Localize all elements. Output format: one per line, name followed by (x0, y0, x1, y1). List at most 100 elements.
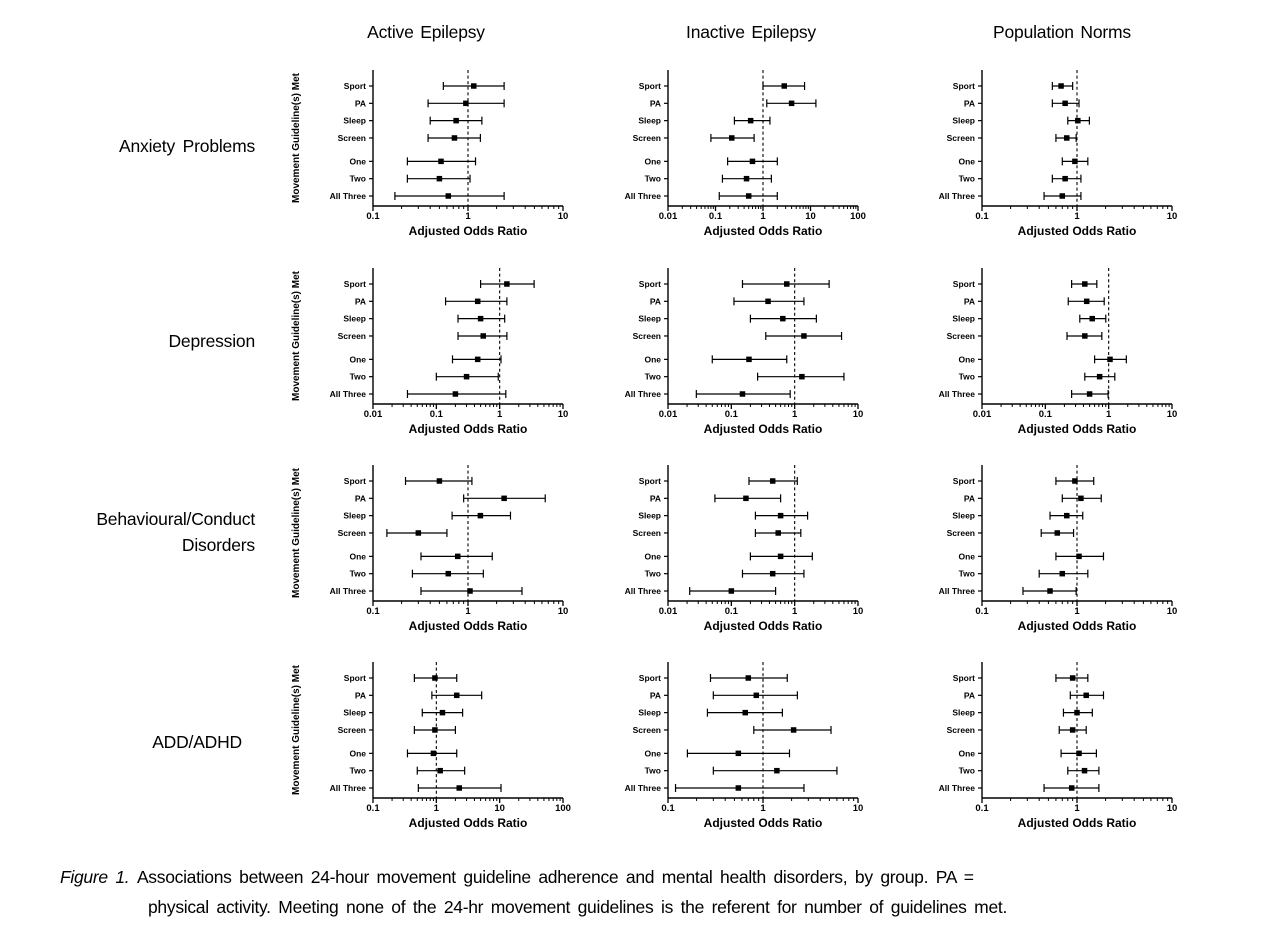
odds-ratio-marker (430, 750, 437, 757)
odds-ratio-marker (790, 727, 797, 733)
category-label: All Three (625, 389, 662, 399)
odds-ratio-marker (467, 588, 473, 594)
odds-ratio-marker (735, 750, 742, 757)
category-label: Sleep (343, 511, 366, 521)
y-axis-title: Movement Guideline(s) Met (291, 664, 302, 795)
forest-plot-depression-inactive-epilepsy: 0.01 0.1 1 10 Sport PA Sleep Screen One Two All Th… (610, 258, 875, 445)
x-tick-label: 10 (558, 606, 569, 617)
category-label: Screen (633, 528, 661, 538)
category-label: Sport (344, 279, 366, 289)
category-label: PA (355, 493, 366, 503)
category-label: PA (964, 690, 975, 700)
odds-ratio-marker (745, 675, 752, 681)
category-label: One (644, 156, 661, 166)
forest-plot-svg: 0.1 1 10 Sport PA Sleep Screen One Two All Three A… (291, 465, 569, 633)
odds-ratio-marker (1082, 281, 1088, 287)
category-label: Two (959, 766, 975, 776)
odds-ratio-marker (454, 553, 461, 560)
category-label: One (349, 354, 366, 364)
x-tick-label: 0.1 (366, 803, 380, 814)
category-label: One (644, 354, 661, 364)
category-label: Screen (338, 725, 366, 735)
category-label: Two (350, 372, 366, 382)
odds-ratio-marker (769, 478, 776, 484)
category-label: Screen (947, 331, 975, 341)
odds-ratio-marker (437, 767, 443, 774)
odds-ratio-marker (1047, 588, 1053, 594)
x-axis-title: Adjusted Odds Ratio (409, 422, 528, 436)
category-label: Screen (947, 528, 975, 538)
odds-ratio-marker (781, 83, 787, 89)
x-tick-label: 1 (792, 606, 798, 617)
odds-ratio-marker (1082, 333, 1088, 339)
odds-ratio-marker (445, 570, 452, 577)
x-tick-label: 10 (558, 211, 569, 222)
category-label: PA (355, 296, 366, 306)
odds-ratio-marker (1076, 553, 1082, 560)
odds-ratio-marker (1062, 175, 1068, 182)
category-label: Screen (633, 725, 661, 735)
category-label: One (644, 748, 661, 758)
forest-plot-svg: 0.1 1 10 Sport PA Sleep Screen One Two All Three A… (939, 465, 1177, 633)
caption-line-1: Figure 1. Associations between 24-hour m… (60, 862, 1240, 892)
odds-ratio-marker (480, 333, 486, 339)
category-label: Sleep (952, 708, 975, 718)
odds-ratio-marker (1068, 785, 1075, 791)
odds-ratio-marker (1089, 315, 1095, 322)
odds-ratio-marker (436, 478, 443, 484)
odds-ratio-marker (456, 785, 462, 791)
odds-ratio-marker (477, 512, 484, 519)
odds-ratio-marker (1058, 83, 1064, 89)
x-tick-label: 1 (760, 211, 766, 222)
category-label: All Three (939, 191, 976, 201)
category-label: Sport (344, 81, 366, 91)
category-label: PA (964, 296, 975, 306)
category-label: PA (964, 493, 975, 503)
x-tick-label: 0.01 (659, 211, 678, 222)
category-label: Sleep (343, 116, 366, 126)
x-axis-title: Adjusted Odds Ratio (409, 816, 528, 830)
category-label: All Three (330, 389, 367, 399)
odds-ratio-marker (438, 158, 444, 165)
odds-ratio-marker (1054, 530, 1061, 536)
category-label: Sleep (952, 314, 975, 324)
column-header-inactive-epilepsy: Inactive Epilepsy (686, 22, 816, 42)
x-tick-label: 1 (465, 606, 471, 617)
odds-ratio-marker (1078, 495, 1084, 502)
x-axis-title: Adjusted Odds Ratio (704, 619, 823, 633)
forest-plot-depression-active-epilepsy: 0.01 0.1 1 10 Sport PA Sleep Screen One Two All Th… (285, 258, 585, 445)
category-label: One (644, 551, 661, 561)
forest-plot-svg: 0.01 0.1 1 10 Sport PA Sleep Screen One Two All Th… (625, 465, 863, 633)
odds-ratio-marker (453, 692, 460, 699)
x-tick-label: 10 (558, 409, 569, 420)
odds-ratio-marker (451, 135, 458, 141)
odds-ratio-marker (1072, 158, 1078, 165)
forest-plot-svg: 0.1 1 10 Sport PA Sleep Screen One Two All Three A… (939, 662, 1177, 830)
category-label: Two (645, 372, 661, 382)
category-label: All Three (939, 783, 976, 793)
category-label: Sleep (638, 116, 661, 126)
forest-plot-svg: 0.01 0.1 1 10 100 Sport PA Sleep Screen One Two All… (625, 70, 866, 238)
x-tick-label: 10 (1167, 211, 1178, 222)
odds-ratio-marker (1074, 709, 1080, 716)
odds-ratio-marker (801, 333, 807, 339)
category-label: Screen (338, 528, 366, 538)
x-axis-title: Adjusted Odds Ratio (1018, 422, 1137, 436)
odds-ratio-marker (1086, 391, 1093, 397)
x-tick-label: 0.1 (366, 606, 380, 617)
category-label: Screen (338, 133, 366, 143)
category-label: PA (650, 493, 661, 503)
category-label: PA (355, 98, 366, 108)
forest-plot-depression-population-norms: 0.01 0.1 1 10 Sport PA Sleep Screen One Two All Th… (925, 258, 1190, 445)
x-axis-title: Adjusted Odds Ratio (409, 224, 528, 238)
odds-ratio-marker (746, 356, 752, 363)
category-label: One (349, 551, 366, 561)
category-label: PA (650, 296, 661, 306)
column-header-population-norms: Population Norms (993, 22, 1131, 42)
x-tick-label: 10 (1167, 409, 1178, 420)
category-label: Sport (639, 81, 661, 91)
x-tick-label: 1 (792, 409, 798, 420)
x-tick-label: 10 (853, 409, 864, 420)
odds-ratio-marker (742, 709, 748, 716)
category-label: Two (959, 174, 975, 184)
